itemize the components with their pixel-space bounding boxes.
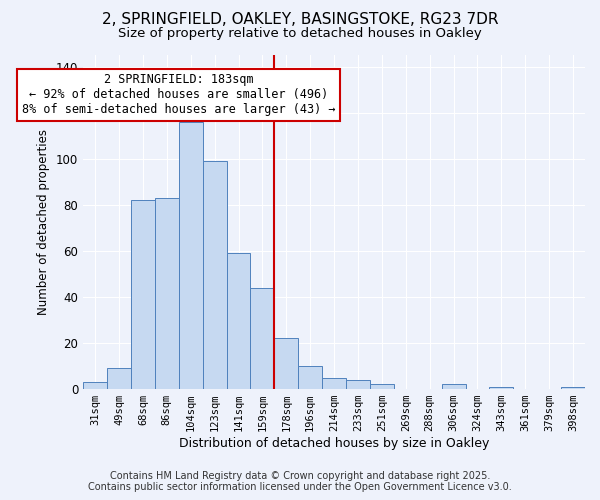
Bar [107,368,131,389]
Bar [346,380,370,389]
Bar [370,384,394,389]
Y-axis label: Number of detached properties: Number of detached properties [37,129,50,315]
Bar [561,387,585,389]
Bar [490,387,514,389]
Bar [203,161,227,389]
Bar [179,122,203,389]
Bar [298,366,322,389]
Text: Contains HM Land Registry data © Crown copyright and database right 2025.
Contai: Contains HM Land Registry data © Crown c… [88,471,512,492]
X-axis label: Distribution of detached houses by size in Oakley: Distribution of detached houses by size … [179,437,489,450]
Bar [274,338,298,389]
Bar [442,384,466,389]
Text: Size of property relative to detached houses in Oakley: Size of property relative to detached ho… [118,28,482,40]
Bar [227,253,250,389]
Bar [83,382,107,389]
Text: 2, SPRINGFIELD, OAKLEY, BASINGSTOKE, RG23 7DR: 2, SPRINGFIELD, OAKLEY, BASINGSTOKE, RG2… [102,12,498,28]
Bar [322,378,346,389]
Text: 2 SPRINGFIELD: 183sqm
← 92% of detached houses are smaller (496)
8% of semi-deta: 2 SPRINGFIELD: 183sqm ← 92% of detached … [22,74,335,116]
Bar [131,200,155,389]
Bar [250,288,274,389]
Bar [155,198,179,389]
